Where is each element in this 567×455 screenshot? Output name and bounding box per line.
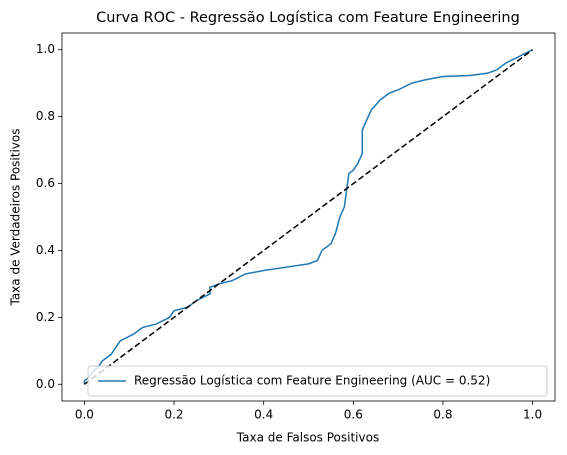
y-tick-label: 0.2: [36, 310, 55, 324]
y-tick-label: 0.4: [36, 243, 55, 257]
x-tick-label: 0.4: [254, 408, 273, 422]
legend-box: [87, 365, 548, 397]
y-tick-label: 0.6: [36, 176, 55, 190]
x-tick-label: 0.0: [75, 408, 94, 422]
axes-frame: [61, 32, 556, 402]
x-tick-label: 1.0: [523, 408, 542, 422]
line: [83, 49, 534, 385]
legend-label: Regressão Logística com Feature Engineer…: [134, 374, 490, 388]
y-tick-label: 1.0: [36, 42, 55, 56]
chart-title: Curva ROC - Regressão Logística com Feat…: [96, 10, 520, 26]
x-axis-label: Taxa de Falsos Positivos: [236, 431, 379, 445]
x-tick-label: 0.8: [433, 408, 452, 422]
y-tick-label: 0.0: [36, 377, 55, 391]
line: [83, 49, 533, 385]
x-tick-label: 0.2: [164, 408, 183, 422]
y-axis-label: Taxa de Verdadeiros Positivos: [9, 128, 23, 306]
x-tick-label: 0.6: [344, 408, 363, 422]
legend: Regressão Logística com Feature Engineer…: [87, 365, 548, 397]
y-tick-label: 0.8: [36, 109, 55, 123]
